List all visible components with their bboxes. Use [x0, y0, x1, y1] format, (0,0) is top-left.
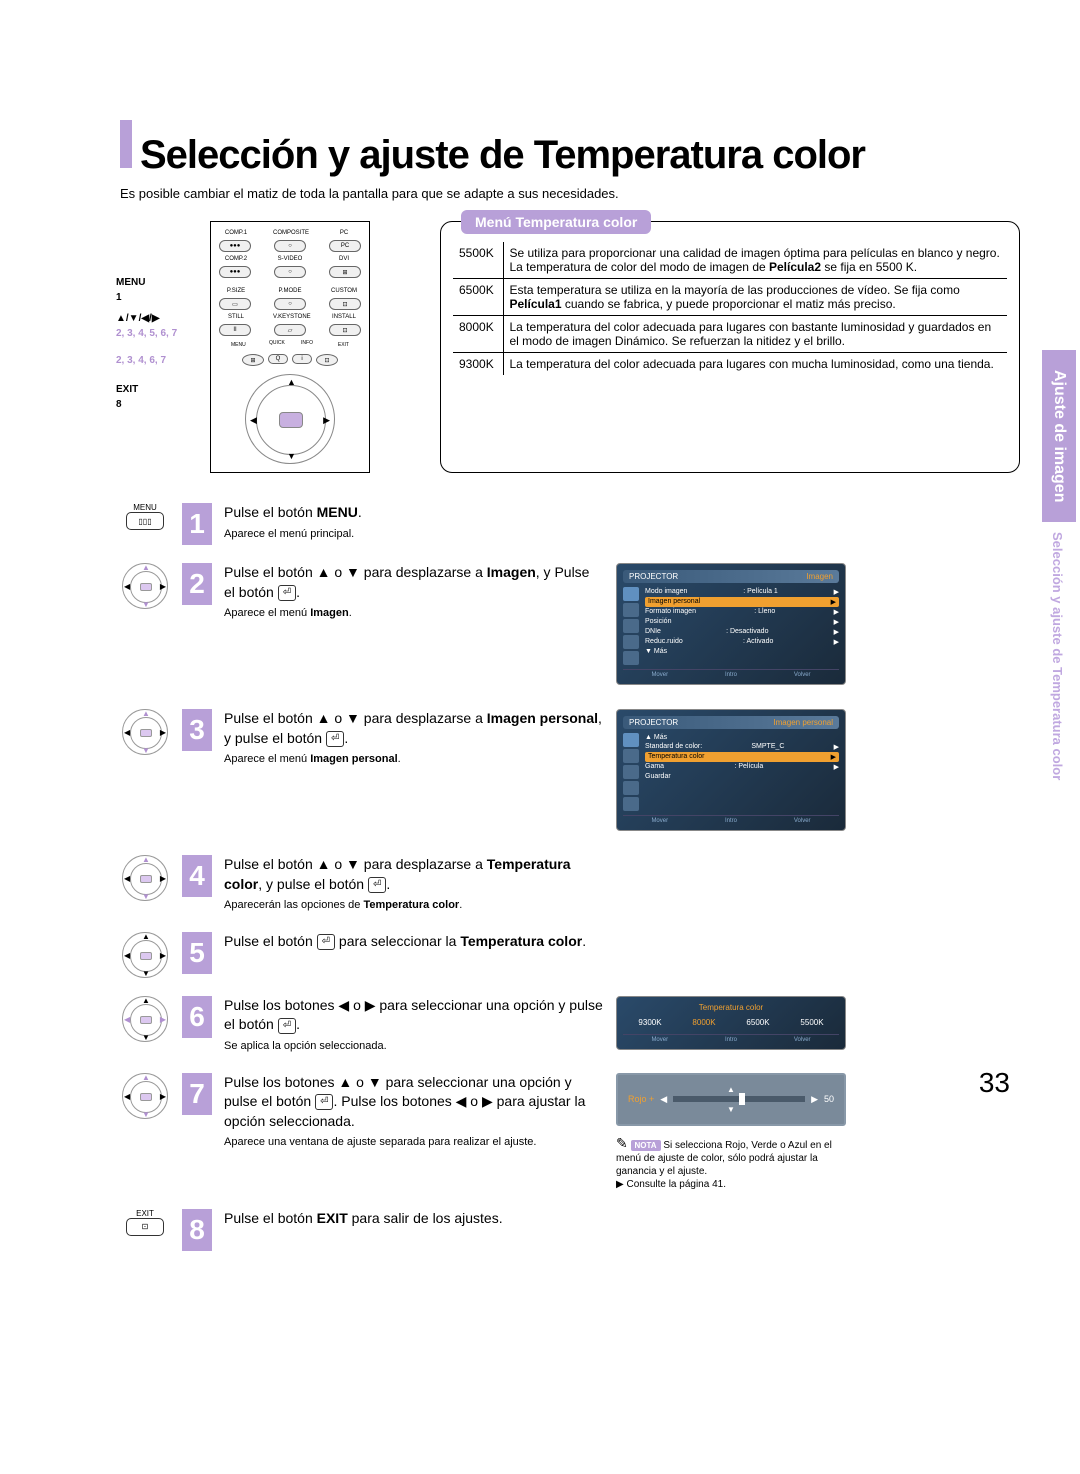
step-4: ▲▼◀▶ 4 Pulse el botón ▲ o ▼ para desplaz…	[120, 855, 1020, 914]
nota-label: NOTA	[631, 1140, 661, 1151]
step-3: ▲▼◀▶ 3 Pulse el botón ▲ o ▼ para desplaz…	[120, 709, 1020, 837]
dpad-icon: ▲▼◀▶	[122, 709, 168, 755]
page-number: 33	[979, 1067, 1010, 1099]
step-6: ▲▼◀▶ 6 Pulse los botones ◀ o ▶ para sele…	[120, 996, 1020, 1055]
pointer-3: 2, 3, 4, 6, 7	[116, 355, 166, 366]
remote-area: MENU 1 ▲/▼/◀/▶ 2, 3, 4, 5, 6, 7 2, 3, 4,…	[120, 221, 410, 473]
page-subtitle: Es posible cambiar el matiz de toda la p…	[120, 186, 1020, 201]
remote-btn: ●●●	[219, 240, 251, 252]
step-7: ▲▼◀▶ 7 Pulse los botones ▲ o ▼ para sele…	[120, 1073, 1020, 1191]
step-5: ▲▼◀▶ 5 Pulse el botón ⏎ para seleccionar…	[120, 932, 1020, 978]
menu-button-icon: ▯▯▯	[126, 512, 164, 530]
osd-imagen: PROJECTORImagen Modo imagen: Película 1▶…	[616, 563, 846, 685]
nota-box: ✎ NOTA Si selecciona Rojo, Verde o Azul …	[616, 1134, 856, 1191]
pointer-2: 2, 3, 4, 5, 6, 7	[116, 328, 177, 339]
osd-imagen-personal: PROJECTORImagen personal ▲ Más Standard …	[616, 709, 846, 831]
pointer-1: 1	[116, 292, 122, 303]
nota-ref: ▶ Consulte la página 41.	[616, 1179, 726, 1190]
remote-pointers: MENU 1 ▲/▼/◀/▶ 2, 3, 4, 5, 6, 7 2, 3, 4,…	[116, 277, 177, 414]
osd-adjust: ▲ Rojo + ◀ ▶ 50 ▼	[616, 1073, 846, 1126]
top-section: MENU 1 ▲/▼/◀/▶ 2, 3, 4, 5, 6, 7 2, 3, 4,…	[120, 221, 1020, 473]
exit-button-icon: ⊡	[126, 1218, 164, 1236]
exit-label: EXIT	[116, 384, 138, 395]
dpad-icon: ▲▼◀▶	[122, 1073, 168, 1119]
steps-list: MENU▯▯▯ 1 Pulse el botón MENU.Aparece el…	[120, 503, 1020, 1251]
side-tab-main: Ajuste de imagen	[1042, 350, 1076, 522]
step-1: MENU▯▯▯ 1 Pulse el botón MENU.Aparece el…	[120, 503, 1020, 545]
slider	[673, 1096, 805, 1102]
page-root: Selección y ajuste de Temperatura color …	[0, 0, 1080, 1309]
menu-label: MENU	[116, 277, 145, 288]
side-tab-sub: Selección y ajuste de Temperatura color	[1042, 522, 1073, 790]
pointer-4: 8	[116, 399, 122, 410]
note-icon: ✎	[616, 1135, 628, 1151]
arrows-label: ▲/▼/◀/▶	[116, 313, 160, 324]
osd-temperatura: Temperatura color 9300K 8000K 6500K 5500…	[616, 996, 846, 1050]
step-2: ▲▼◀▶ 2 Pulse el botón ▲ o ▼ para desplaz…	[120, 563, 1020, 691]
side-tab: Ajuste de imagen Selección y ajuste de T…	[1042, 350, 1080, 850]
enter-icon: ⏎	[278, 585, 296, 601]
title-marker	[120, 120, 132, 168]
step-8: EXIT⊡ 8 Pulse el botón EXIT para salir d…	[120, 1209, 1020, 1251]
dpad-icon: ▲▼◀▶	[122, 996, 168, 1042]
step-text: Pulse el botón MENU.Aparece el menú prin…	[224, 503, 604, 542]
dpad-icon: ▲▼◀▶	[122, 855, 168, 901]
remote-dpad: ▲ ▼ ◀ ▶	[245, 374, 335, 464]
dpad-icon: ▲▼◀▶	[122, 932, 168, 978]
menu-table-title: Menú Temperatura color	[461, 210, 651, 234]
menu-small-label: MENU	[133, 503, 157, 512]
remote-diagram: MENU 1 ▲/▼/◀/▶ 2, 3, 4, 5, 6, 7 2, 3, 4,…	[210, 221, 370, 473]
menu-table-body: 5500KSe utiliza para proporcionar una ca…	[453, 242, 1007, 375]
page-title: Selección y ajuste de Temperatura color	[140, 133, 865, 178]
dpad-icon: ▲▼◀▶	[122, 563, 168, 609]
title-bar: Selección y ajuste de Temperatura color	[120, 120, 1020, 178]
step-number: 1	[182, 503, 212, 545]
menu-table: Menú Temperatura color 5500KSe utiliza p…	[440, 221, 1020, 473]
